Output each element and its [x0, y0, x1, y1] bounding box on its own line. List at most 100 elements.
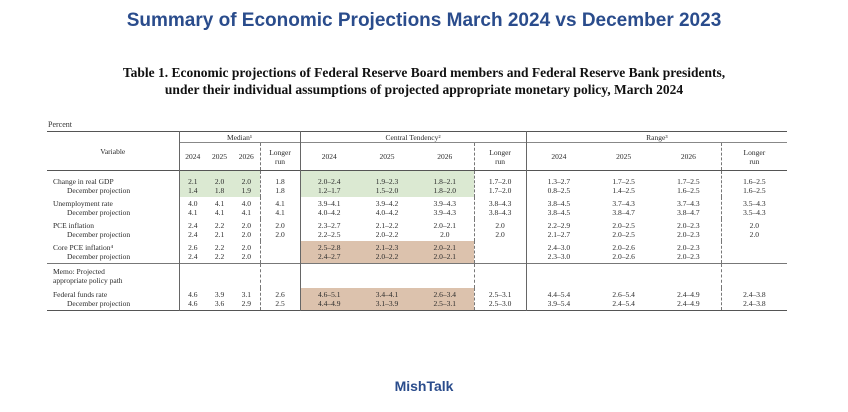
central-2025-cell: 3.4–4.1 3.1–3.9	[358, 288, 417, 311]
range-2024-cell: 3.8–4.5 3.8–4.5	[525, 197, 592, 219]
memo-empty-cell	[259, 263, 301, 288]
central-2026-cell: 1.8–2.1 1.8–2.0	[416, 170, 475, 197]
range-2026-cell: 2.0–2.3 2.0–2.3	[677, 220, 700, 240]
median-longer-run-cell: 4.1 4.1	[259, 197, 301, 219]
range-header: Range³	[525, 131, 788, 143]
memo-empty-cell	[299, 263, 359, 288]
median-2024-cell: 2.4 2.4	[188, 220, 198, 240]
central-2024-cell: 2.0–2.4 1.2–1.7	[299, 170, 359, 197]
central-2025-cell: 2.1–2.3 2.0–2.2	[358, 241, 417, 264]
table-row: Federal funds rate December projection 4.6…	[47, 288, 788, 311]
footer-brand: MishTalk	[394, 378, 454, 394]
range-longer-run-cell: 2.4–3.8 2.4–3.8	[720, 288, 788, 311]
memo-empty-cell	[358, 263, 417, 288]
range-2024-cell: 1.3–2.7 0.8–2.5	[525, 170, 592, 197]
median-2026-cell: 3.1 2.9	[241, 289, 251, 309]
central-longer-run-header: Longer run	[473, 142, 527, 171]
median-2025-cell: 2.0 1.8	[206, 170, 233, 197]
median-2024-cell: 4.6 4.6	[188, 289, 198, 309]
group-header-row: Variable Median¹ Central Tendency² Range…	[47, 131, 788, 171]
range-2025-cell: 1.7–2.5 1.4–2.5	[612, 176, 635, 196]
range-2026-header: 2026	[680, 152, 696, 161]
central-longer-run-cell: 3.8–4.3 3.8–4.3	[473, 197, 527, 219]
range-2025-cell: 2.0–2.5 2.0–2.5	[612, 220, 635, 240]
table-row: Change in real GDP December projection 2.1…	[47, 170, 788, 197]
central-2026-cell: 3.9–4.3 3.9–4.3	[433, 198, 457, 218]
memo-empty-cell	[416, 263, 475, 288]
memo-empty-cell	[473, 263, 527, 288]
median-longer-run-cell: 2.0 2.0	[259, 219, 301, 241]
memo-empty-cell	[525, 263, 592, 288]
range-2026-cell: 2.4–4.9 2.4–4.9	[677, 289, 700, 309]
range-2024-header: 2024	[525, 142, 592, 171]
median-longer-run-header: Longer run	[259, 142, 301, 171]
central-2025-cell: 2.1–2.2 2.0–2.2	[375, 220, 399, 240]
range-2025-cell: 3.7–4.3 3.8–4.7	[612, 198, 635, 218]
median-2025-header: 2025	[212, 152, 227, 161]
memo-empty-cell	[591, 263, 657, 288]
range-longer-run-cell	[720, 241, 788, 264]
caption-line-2: under their individual assumptions of pr…	[164, 82, 684, 97]
central-2024-cell: 3.9–4.1 4.0–4.2	[299, 197, 359, 219]
central-2025-cell: 1.9–2.3 1.5–2.0	[358, 170, 417, 197]
range-longer-run-cell: 2.0 2.0	[720, 219, 788, 241]
central-2026-header: 2026	[437, 152, 453, 161]
memo-label: Memo: Projected appropriate policy path	[47, 263, 180, 288]
memo-empty-cell	[179, 263, 206, 288]
table-row: PCE inflation December projection 2.4 2.4 2.…	[47, 219, 788, 241]
central-longer-run-cell	[473, 241, 527, 264]
central-longer-run-cell: 2.0 2.0	[473, 219, 527, 241]
median-longer-run-cell	[259, 241, 301, 264]
range-2026-cell: 3.7–4.3 3.8–4.7	[677, 198, 700, 218]
range-2025-header: 2025	[616, 152, 632, 161]
table-row: Unemployment rate December projection 4.0 4…	[47, 197, 788, 219]
central-2024-cell: 4.6–5.1 4.4–4.9	[299, 288, 359, 311]
row-label: Federal funds rate December projection	[47, 288, 180, 311]
central-2026-cell: 2.0–2.1 2.0–2.1	[416, 241, 475, 264]
projections-table: Variable Median¹ Central Tendency² Range…	[47, 131, 788, 311]
central-tendency-header: Central Tendency²	[299, 131, 527, 143]
range-2025-cell: 2.6–5.4 2.4–5.4	[612, 289, 635, 309]
range-longer-run-cell: 1.6–2.5 1.6–2.5	[720, 170, 788, 197]
units-label: Percent	[48, 120, 72, 129]
memo-empty-cell	[720, 263, 788, 288]
table-caption: Table 1. Economic projections of Federal…	[20, 64, 828, 98]
median-2026-cell: 2.0 2.0	[241, 242, 251, 262]
median-2024-cell: 2.6 2.4	[188, 242, 198, 262]
range-2025-cell: 2.0–2.6 2.0–2.6	[612, 242, 635, 262]
median-2024-cell: 2.1 1.4	[179, 170, 206, 197]
central-2025-header: 2025	[379, 152, 395, 161]
range-longer-run-header: Longer run	[720, 142, 788, 171]
central-2024-header: 2024	[299, 142, 359, 171]
row-label: Core PCE inflation⁴ December projection	[47, 241, 180, 264]
median-2025-cell: 2.2 2.2	[214, 242, 225, 262]
memo-empty-cell	[206, 263, 233, 288]
row-label: PCE inflation December projection	[47, 219, 180, 241]
row-label: Change in real GDP December projection	[47, 170, 180, 197]
range-2026-cell: 1.7–2.5 1.6–2.5	[677, 176, 700, 196]
range-2026-cell: 2.0–2.3 2.0–2.3	[677, 242, 700, 262]
row-label: Unemployment rate December projection	[47, 197, 180, 219]
range-2024-cell: 2.4–3.0 2.3–3.0	[525, 241, 592, 264]
central-longer-run-cell: 2.5–3.1 2.5–3.0	[473, 288, 527, 311]
median-2026-cell: 2.0 1.9	[233, 170, 260, 197]
year-header-row: 2024 2025 2026 Longer run 2024 2025 2026 …	[47, 142, 788, 171]
range-longer-run-cell: 3.5–4.3 3.5–4.3	[720, 197, 788, 219]
memo-empty-cell	[656, 263, 722, 288]
central-2024-cell: 2.5–2.8 2.4–2.7	[299, 241, 359, 264]
headline: Summary of Economic Projections March 20…	[126, 10, 722, 31]
range-2024-cell: 2.2–2.9 2.1–2.7	[525, 219, 592, 241]
median-2025-cell: 2.2 2.1	[214, 220, 225, 240]
median-2026-header: 2026	[238, 152, 254, 161]
central-2024-cell: 2.3–2.7 2.2–2.5	[299, 219, 359, 241]
memo-row: Memo: Projected appropriate policy path	[47, 263, 788, 288]
central-2026-cell: 2.0–2.1 2.0	[433, 220, 457, 240]
range-2024-cell: 4.4–5.4 3.9–5.4	[525, 288, 592, 311]
central-2026-cell: 2.6–3.4 2.5–3.1	[416, 288, 475, 311]
median-2024-header: 2024	[185, 152, 201, 161]
central-2025-cell: 3.9–4.2 4.0–4.2	[375, 198, 399, 218]
median-2025-cell: 4.1 4.1	[214, 198, 225, 218]
table-row: Core PCE inflation⁴ December projection 2.…	[47, 241, 788, 264]
variable-header: Variable	[47, 131, 180, 171]
median-2024-cell: 4.0 4.1	[188, 198, 198, 218]
